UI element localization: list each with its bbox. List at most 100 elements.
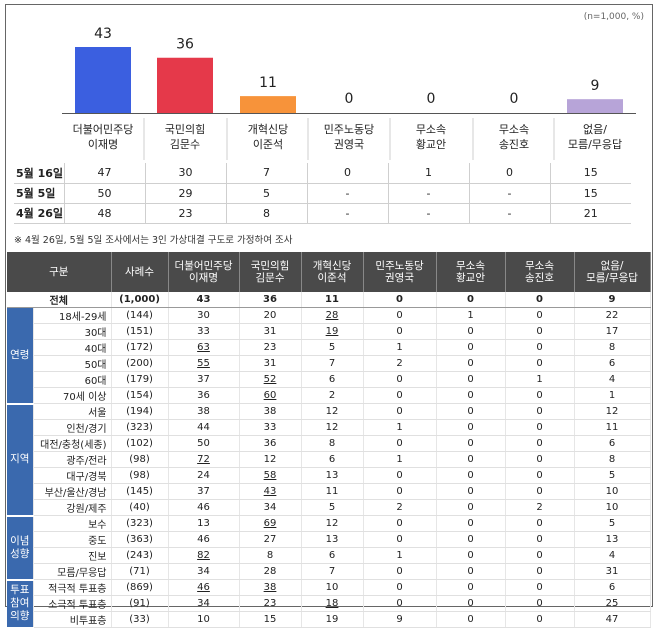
value-cell: 47 — [574, 611, 651, 629]
value-cell: 0 — [436, 467, 506, 485]
sample-size: (40) — [111, 499, 169, 517]
value-cell: 52 — [239, 371, 302, 389]
value-cell: 0 — [363, 292, 437, 309]
category-label-6-1: 모름/무응답 — [568, 138, 622, 151]
value-cell: 0 — [436, 563, 506, 581]
value-cell: 5 — [574, 467, 651, 485]
table-row: 70세 이상 (154) 36 60 2 0 0 0 1 — [7, 387, 651, 405]
trend-value: - — [306, 203, 388, 224]
table-row: 광주/전라 (98) 72 12 6 1 0 0 8 — [7, 451, 651, 469]
row-label: 인천/경기 — [33, 419, 112, 437]
value-cell: 1 — [436, 307, 506, 325]
table-header-row: 구분 사례수 더불어민주당 이재명 국민의힘 김문수 개혁신당 이준석 민주노동당 권영국 무소속 황… — [7, 252, 651, 292]
category-label-5-1: 송진호 — [499, 138, 529, 151]
table-row: 비투표층 (33) 10 15 19 9 0 0 47 — [7, 611, 651, 629]
sample-size: (179) — [111, 371, 169, 389]
highlighted-value: 52 — [263, 374, 277, 386]
bar-value-label-2: 11 — [259, 75, 277, 91]
footnote: ※ 4월 26일, 5월 5일 조사에서는 3인 가상대결 구도로 가정하여 조… — [14, 235, 293, 246]
value-cell: 28 — [239, 563, 302, 581]
value-cell: 46 — [168, 579, 240, 597]
table-row: 40대 (172) 63 23 5 1 0 0 8 — [7, 339, 651, 357]
value-cell: 0 — [505, 579, 575, 597]
header-cell: 무소속 송진호 — [505, 252, 575, 292]
sample-size: (243) — [111, 547, 169, 565]
category-label-2-1: 이준석 — [253, 138, 283, 151]
value-cell: 63 — [168, 339, 240, 357]
value-cell: 0 — [436, 611, 506, 629]
trend-row: 5월 5일 50 29 5- - -15 — [14, 183, 631, 204]
total-label: 전체 — [7, 292, 112, 309]
table-row: 투표 참여 의향 적극적 투표층 (869) 46 38 10 0 0 0 6 — [7, 579, 651, 629]
table-row: 50대 (200) 55 31 7 2 0 0 6 — [7, 355, 651, 373]
value-cell: 6 — [574, 435, 651, 453]
value-cell: 0 — [505, 547, 575, 565]
value-cell: 0 — [505, 467, 575, 485]
row-label: 진보 — [33, 547, 112, 565]
value-cell: 4 — [574, 371, 651, 389]
value-cell: 9 — [363, 611, 437, 629]
value-cell: 55 — [168, 355, 240, 373]
trend-date: 5월 5일 — [14, 183, 64, 204]
value-cell: 44 — [168, 419, 240, 437]
value-cell: 12 — [301, 515, 364, 533]
value-cell: 10 — [301, 579, 364, 597]
value-cell: 12 — [301, 419, 364, 437]
value-cell: 0 — [505, 435, 575, 453]
header-cell: 민주노동당 권영국 — [363, 252, 437, 292]
row-label: 적극적 투표층 — [33, 579, 112, 597]
sample-size: (172) — [111, 339, 169, 357]
trend-value: 5 — [225, 183, 307, 204]
trend-value: 7 — [225, 163, 307, 184]
category-label-2-0: 개혁신당 — [248, 123, 288, 136]
value-cell: 0 — [363, 467, 437, 485]
value-cell: 38 — [168, 403, 240, 421]
value-cell: 5 — [301, 499, 364, 517]
bar-value-label-1: 36 — [176, 37, 194, 53]
value-cell: 0 — [436, 483, 506, 501]
header-cell: 무소속 황교안 — [436, 252, 506, 292]
value-cell: 0 — [363, 307, 437, 325]
category-label-3-1: 권영국 — [334, 138, 364, 151]
table-row: 중도 (363) 46 27 13 0 0 0 13 — [7, 531, 651, 549]
value-cell: 0 — [363, 323, 437, 341]
sample-size: (363) — [111, 531, 169, 549]
value-cell: 50 — [168, 435, 240, 453]
highlighted-value: 43 — [263, 486, 277, 498]
value-cell: 0 — [363, 515, 437, 533]
category-label-6-0: 없음/ — [583, 123, 607, 136]
row-label: 부산/울산/경남 — [33, 483, 112, 501]
value-cell: 11 — [301, 292, 364, 309]
row-label: 18세-29세 — [33, 307, 112, 325]
value-cell: 72 — [168, 451, 240, 469]
trend-value: 1 — [387, 163, 469, 184]
value-cell: 34 — [239, 499, 302, 517]
value-cell: 36 — [239, 435, 302, 453]
value-cell: 17 — [574, 323, 651, 341]
value-cell: 46 — [168, 499, 240, 517]
sample-size: (323) — [111, 515, 169, 533]
sample-size: (98) — [111, 467, 169, 485]
category-label-4-0: 무소속 — [416, 123, 446, 136]
value-cell: 0 — [505, 483, 575, 501]
row-label: 광주/전라 — [33, 451, 112, 469]
row-label: 대전/충청(세종) — [33, 435, 112, 453]
bar-2 — [240, 96, 296, 113]
value-cell: 0 — [505, 595, 575, 613]
sample-size: (33) — [111, 611, 169, 629]
value-cell: 2 — [363, 499, 437, 517]
highlighted-value: 55 — [197, 358, 210, 370]
bar-value-label-0: 43 — [94, 26, 112, 42]
value-cell: 1 — [363, 451, 437, 469]
trend-row: 4월 26일 48 23 8- - -21 — [14, 203, 631, 224]
value-cell: 27 — [239, 531, 302, 549]
value-cell: 0 — [363, 403, 437, 421]
value-cell: 0 — [436, 371, 506, 389]
table-row: 진보 (243) 82 8 6 1 0 0 4 — [7, 547, 651, 565]
sample-size: (145) — [111, 483, 169, 501]
value-cell: 0 — [436, 403, 506, 421]
table-row: 지역 서울 (194) 38 38 12 0 0 0 12 — [7, 403, 651, 517]
value-cell: 38 — [239, 579, 302, 597]
row-label: 대구/경북 — [33, 467, 112, 485]
